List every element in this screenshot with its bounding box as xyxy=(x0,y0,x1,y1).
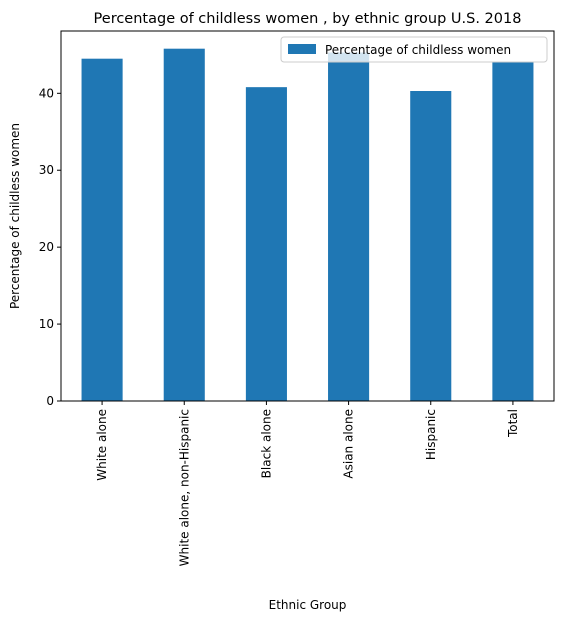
legend: Percentage of childless women xyxy=(280,36,548,63)
bar xyxy=(410,91,452,401)
bar xyxy=(492,61,534,402)
x-tick-label: White alone xyxy=(95,409,109,481)
x-axis-label: Ethnic Group xyxy=(269,598,347,612)
x-tick-label: White alone, non-Hispanic xyxy=(177,409,191,566)
x-tick-label: Black alone xyxy=(259,409,273,478)
plot-frame xyxy=(60,30,555,402)
bar xyxy=(163,48,205,401)
x-tick-label: Total xyxy=(506,409,520,438)
y-axis-ticks: 0 10 20 30 40 xyxy=(39,86,61,408)
legend-box xyxy=(280,36,548,63)
x-tick-label: Hispanic xyxy=(424,409,438,460)
x-axis-ticks: White alone White alone, non-Hispanic Blac… xyxy=(95,401,520,566)
y-tick-label: 10 xyxy=(39,317,54,331)
bar xyxy=(245,87,287,402)
y-axis-label: Percentage of childless women xyxy=(8,123,22,309)
y-tick-label: 0 xyxy=(46,394,54,408)
y-tick-label: 40 xyxy=(39,86,54,100)
y-tick-label: 20 xyxy=(39,240,54,254)
bar xyxy=(328,52,370,402)
legend-label: Percentage of childless women xyxy=(325,43,511,57)
legend-swatch xyxy=(288,44,316,54)
x-tick-label: Asian alone xyxy=(342,409,356,479)
bar xyxy=(81,58,123,401)
bars-group xyxy=(81,48,534,402)
y-tick-label: 30 xyxy=(39,163,54,177)
chart-title: Percentage of childless women , by ethni… xyxy=(94,11,522,27)
